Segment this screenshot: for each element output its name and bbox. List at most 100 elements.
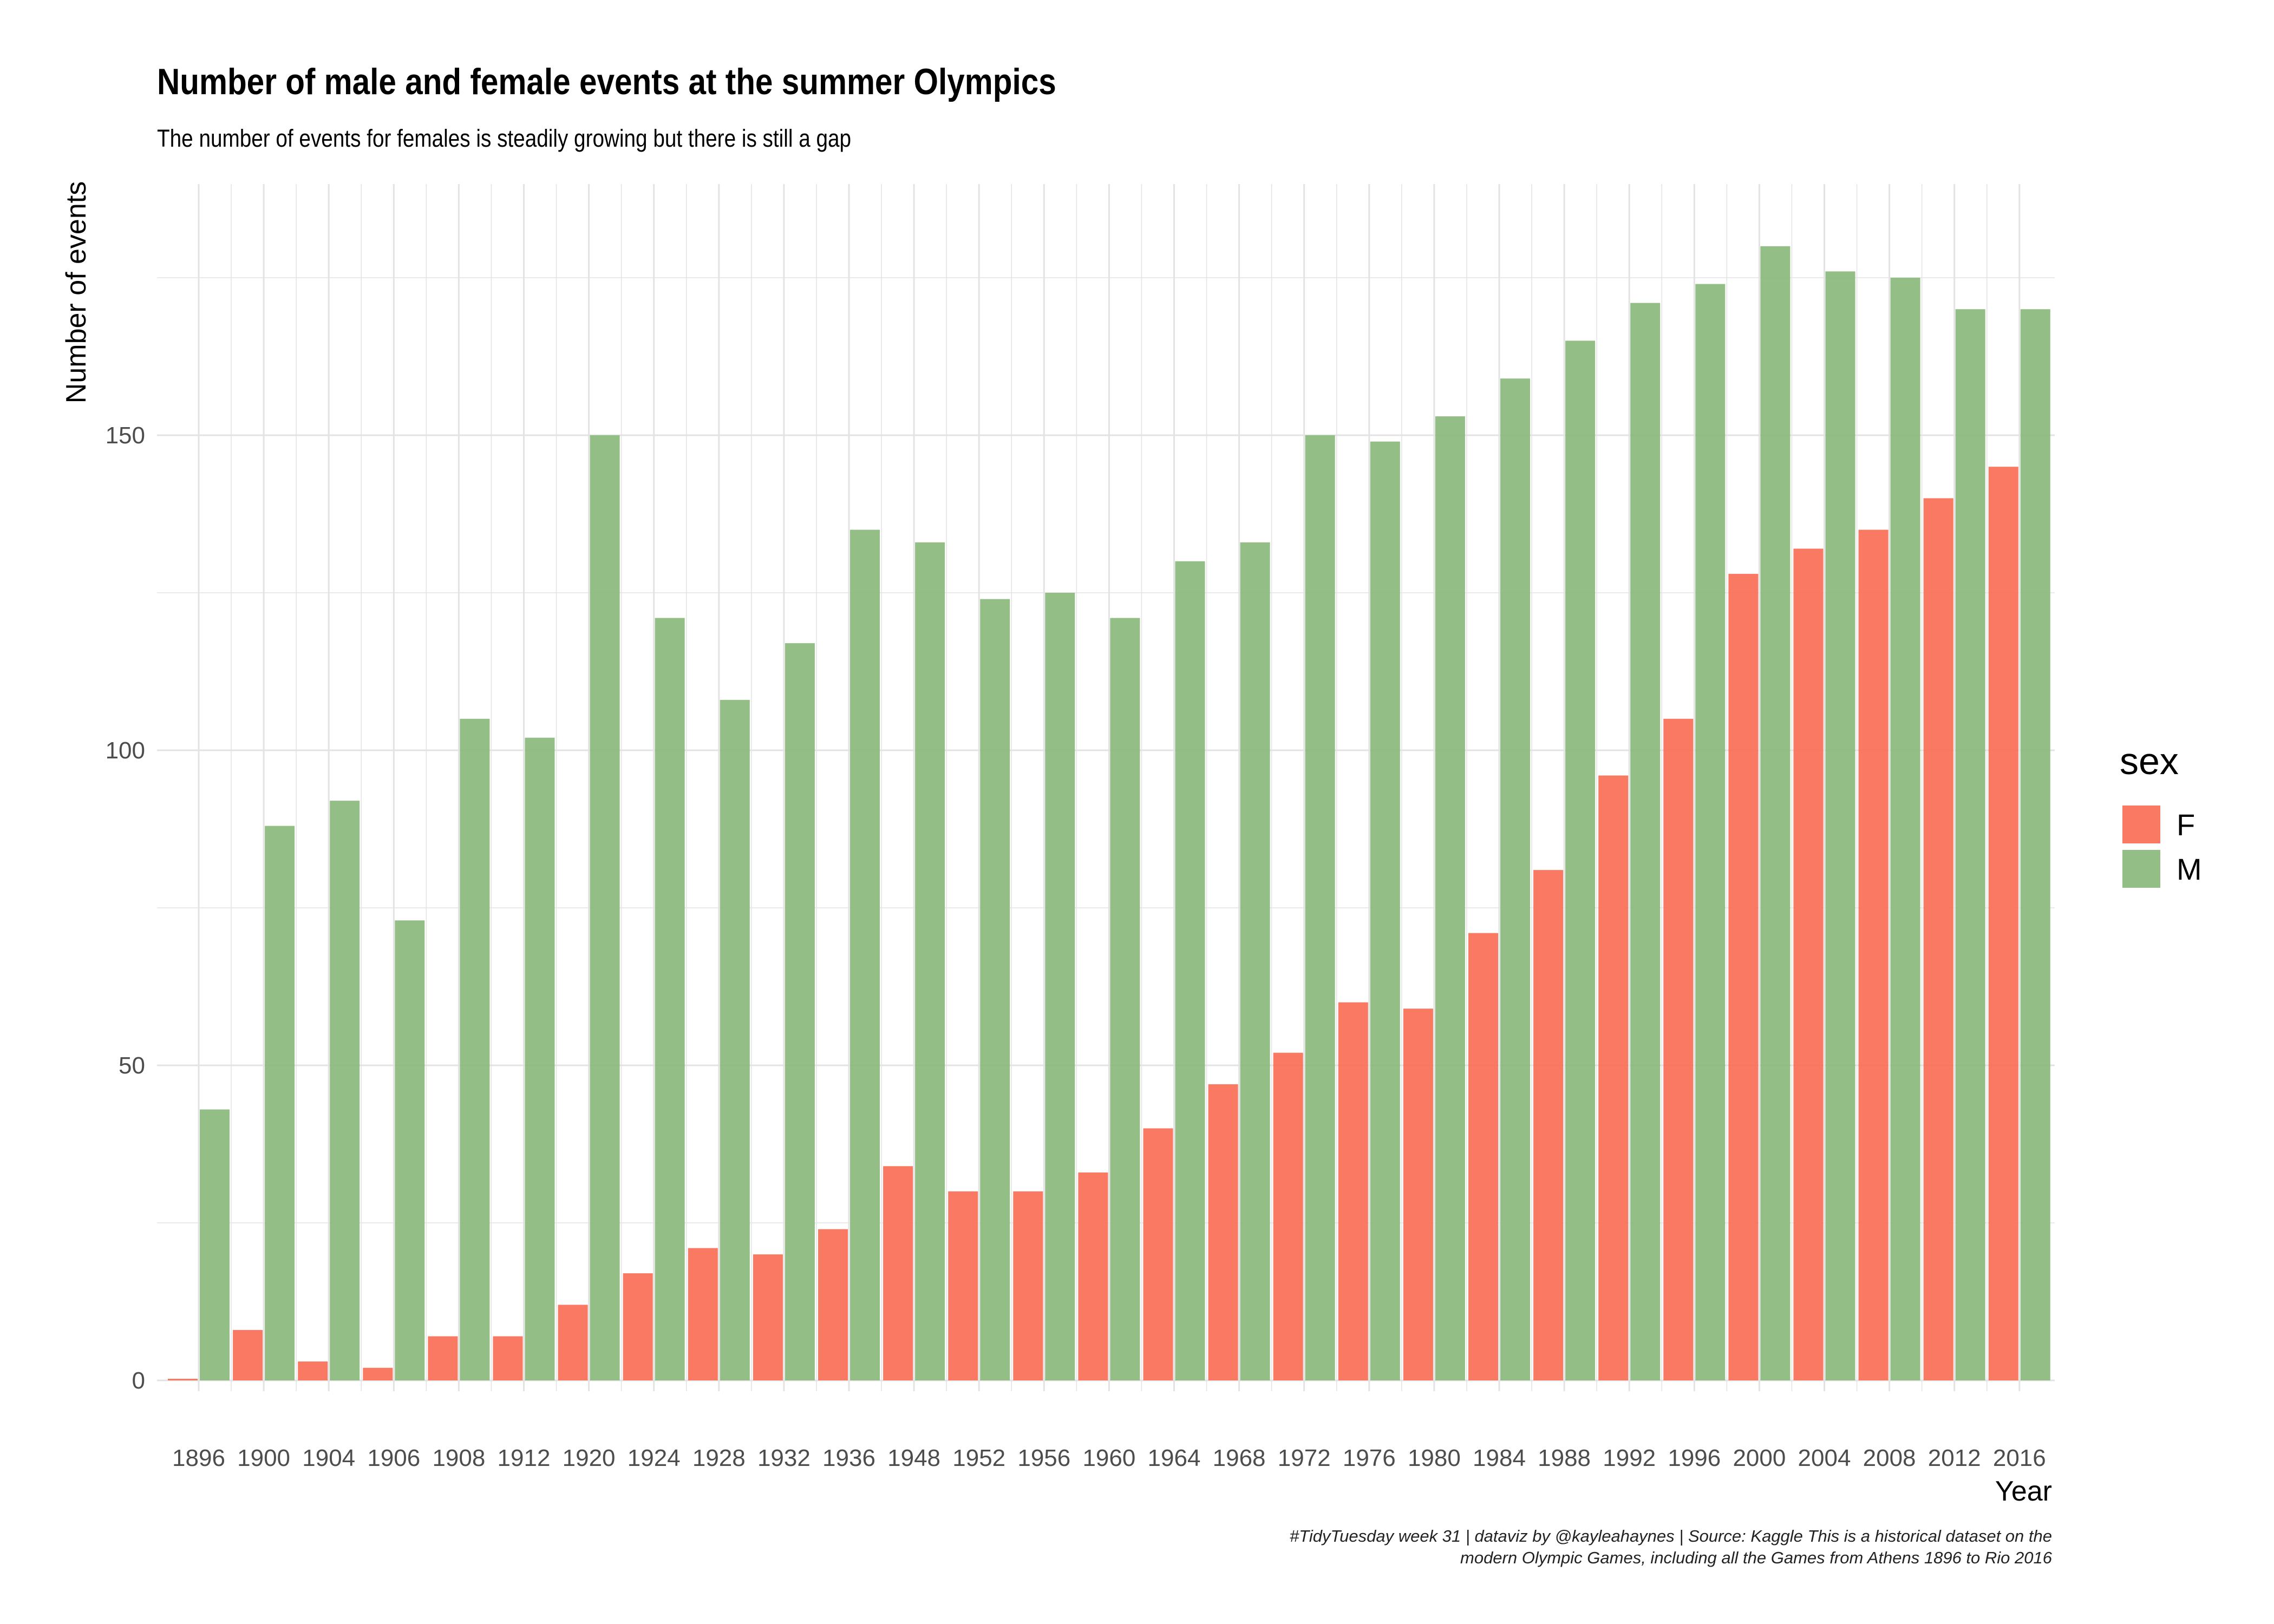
- y-tick-label: 100: [106, 737, 145, 764]
- y-axis-ticks: 0 50 100 150: [106, 422, 145, 1394]
- bar-m-1972: [1305, 435, 1335, 1380]
- x-tick-label: 1964: [1148, 1445, 1201, 1471]
- bar-f-1908: [428, 1336, 458, 1380]
- legend: sex FM: [2120, 740, 2202, 888]
- bar-m-1992: [1630, 303, 1661, 1380]
- bar-f-1912: [493, 1336, 523, 1380]
- bar-m-1968: [1240, 542, 1270, 1380]
- bar-m-1980: [1435, 416, 1465, 1380]
- bar-m-1960: [1110, 618, 1140, 1380]
- y-tick-label: 50: [119, 1052, 145, 1079]
- bar-m-1964: [1175, 561, 1205, 1380]
- bar-f-1980: [1403, 1009, 1433, 1380]
- x-tick-label: 1960: [1082, 1445, 1135, 1471]
- bar-f-1920: [558, 1305, 588, 1380]
- x-tick-label: 1896: [172, 1445, 225, 1471]
- caption-line-1: #TidyTuesday week 31 | dataviz by @kayle…: [1289, 1527, 2052, 1546]
- x-tick-label: 1968: [1213, 1445, 1266, 1471]
- legend-label-f: F: [2177, 808, 2195, 842]
- x-tick-label: 1976: [1343, 1445, 1396, 1471]
- bar-f-2000: [1728, 574, 1759, 1380]
- bar-f-1896: [168, 1379, 198, 1380]
- bar-m-1906: [395, 920, 425, 1380]
- y-axis-title: Number of events: [61, 181, 92, 403]
- bar-f-1928: [688, 1248, 718, 1380]
- bar-f-2012: [1923, 498, 1953, 1380]
- bar-m-1924: [655, 618, 685, 1380]
- bar-m-1952: [980, 599, 1010, 1380]
- bar-f-1906: [363, 1367, 393, 1380]
- bar-m-1896: [200, 1109, 230, 1380]
- x-tick-label: 1992: [1603, 1445, 1656, 1471]
- x-tick-label: 1904: [302, 1445, 355, 1471]
- bar-f-2004: [1793, 548, 1824, 1380]
- bar-f-2008: [1858, 529, 1889, 1380]
- x-tick-label: 2012: [1928, 1445, 1981, 1471]
- bar-f-1952: [948, 1191, 978, 1380]
- x-tick-label: 1920: [563, 1445, 616, 1471]
- bar-m-2016: [2020, 309, 2050, 1381]
- x-tick-label: 2004: [1798, 1445, 1851, 1471]
- bar-f-1924: [623, 1273, 653, 1380]
- bar-f-1900: [233, 1330, 263, 1380]
- bar-m-2008: [1890, 278, 1920, 1380]
- y-tick-label: 0: [132, 1367, 145, 1394]
- x-tick-label: 2016: [1993, 1445, 2046, 1471]
- x-tick-label: 1912: [498, 1445, 551, 1471]
- x-tick-label: 1932: [757, 1445, 811, 1471]
- bar-f-1984: [1468, 933, 1498, 1380]
- bar-m-1988: [1565, 340, 1596, 1380]
- x-tick-label: 1936: [822, 1445, 875, 1471]
- x-tick-label: 1900: [237, 1445, 290, 1471]
- bar-m-1912: [525, 737, 555, 1380]
- bar-m-1920: [590, 435, 620, 1380]
- x-tick-label: 1984: [1473, 1445, 1526, 1471]
- legend-key-f: [2122, 806, 2160, 843]
- bar-m-1908: [460, 718, 490, 1380]
- caption: #TidyTuesday week 31 | dataviz by @kayle…: [1290, 1525, 2052, 1569]
- bar-f-1972: [1273, 1052, 1303, 1380]
- bar-m-1900: [265, 826, 295, 1380]
- bar-f-1948: [883, 1166, 913, 1380]
- x-axis-title: Year: [1995, 1476, 2052, 1507]
- bar-m-2004: [1825, 271, 1855, 1381]
- legend-title: sex: [2120, 740, 2179, 782]
- bar-m-1928: [720, 699, 750, 1380]
- bar-m-1904: [330, 801, 360, 1380]
- bar-f-1904: [298, 1361, 328, 1380]
- bar-f-1964: [1143, 1128, 1173, 1380]
- x-tick-label: 1928: [692, 1445, 746, 1471]
- bar-m-1948: [915, 542, 945, 1380]
- bar-f-1960: [1078, 1172, 1108, 1380]
- x-tick-label: 1980: [1408, 1445, 1461, 1471]
- bar-m-1984: [1500, 378, 1530, 1380]
- x-tick-label: 1996: [1668, 1445, 1721, 1471]
- x-tick-label: 1924: [628, 1445, 681, 1471]
- bar-f-1956: [1013, 1191, 1043, 1380]
- x-tick-label: 1956: [1017, 1445, 1070, 1471]
- x-axis-ticks: 1896 1900 1904 1906 1908 1912 1920 1924 1928 1932…: [172, 1445, 2046, 1471]
- x-tick-label: 2000: [1733, 1445, 1786, 1471]
- bar-m-1932: [785, 643, 815, 1380]
- x-tick-label: 2008: [1863, 1445, 1916, 1471]
- bar-m-1956: [1045, 593, 1075, 1380]
- bar-m-1936: [850, 529, 880, 1380]
- bar-f-2016: [1988, 467, 2018, 1381]
- bar-m-1976: [1370, 441, 1400, 1380]
- y-tick-label: 150: [106, 422, 145, 449]
- bar-m-2000: [1760, 246, 1791, 1380]
- bar-f-1992: [1598, 775, 1629, 1380]
- x-tick-label: 1972: [1278, 1445, 1331, 1471]
- chart-title: Number of male and female events at the …: [157, 61, 1056, 102]
- grid-lines: [157, 184, 2055, 1391]
- bar-f-1968: [1208, 1084, 1238, 1380]
- bar-m-2012: [1955, 309, 1985, 1381]
- bar-f-1976: [1338, 1002, 1368, 1380]
- chart-subtitle: The number of events for females is stea…: [157, 125, 852, 152]
- x-tick-label: 1908: [432, 1445, 485, 1471]
- bar-f-1988: [1533, 870, 1564, 1380]
- bars: [168, 246, 2050, 1381]
- bar-m-1996: [1695, 284, 1726, 1380]
- x-tick-label: 1906: [367, 1445, 420, 1471]
